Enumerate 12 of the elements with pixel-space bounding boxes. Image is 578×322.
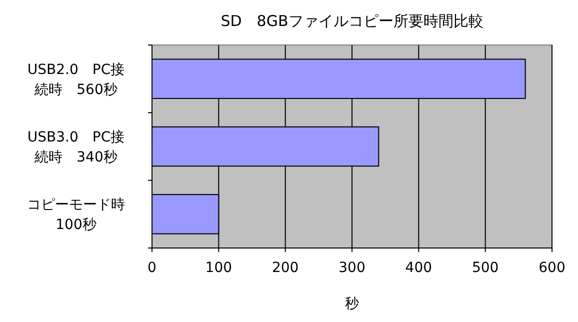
y-tick-label: USB3.0 PC接続時 340秒: [27, 130, 125, 166]
x-tick-label: 0: [148, 260, 156, 276]
x-tick-label: 100: [205, 260, 232, 276]
x-tick-label: 400: [405, 260, 432, 276]
y-tick-label: USB2.0 PC接続時 560秒: [27, 62, 125, 98]
x-tick-label: 300: [338, 260, 366, 276]
y-tick-label: コピーモード時 100秒: [27, 197, 139, 234]
x-tick-label: 500: [472, 260, 499, 276]
x-tick-label: 600: [538, 260, 566, 276]
x-axis-title: 秒: [345, 296, 359, 312]
x-tick-label: 200: [272, 260, 299, 276]
chart-title: SD 8GBファイルコピー所要時間比較: [220, 12, 484, 30]
